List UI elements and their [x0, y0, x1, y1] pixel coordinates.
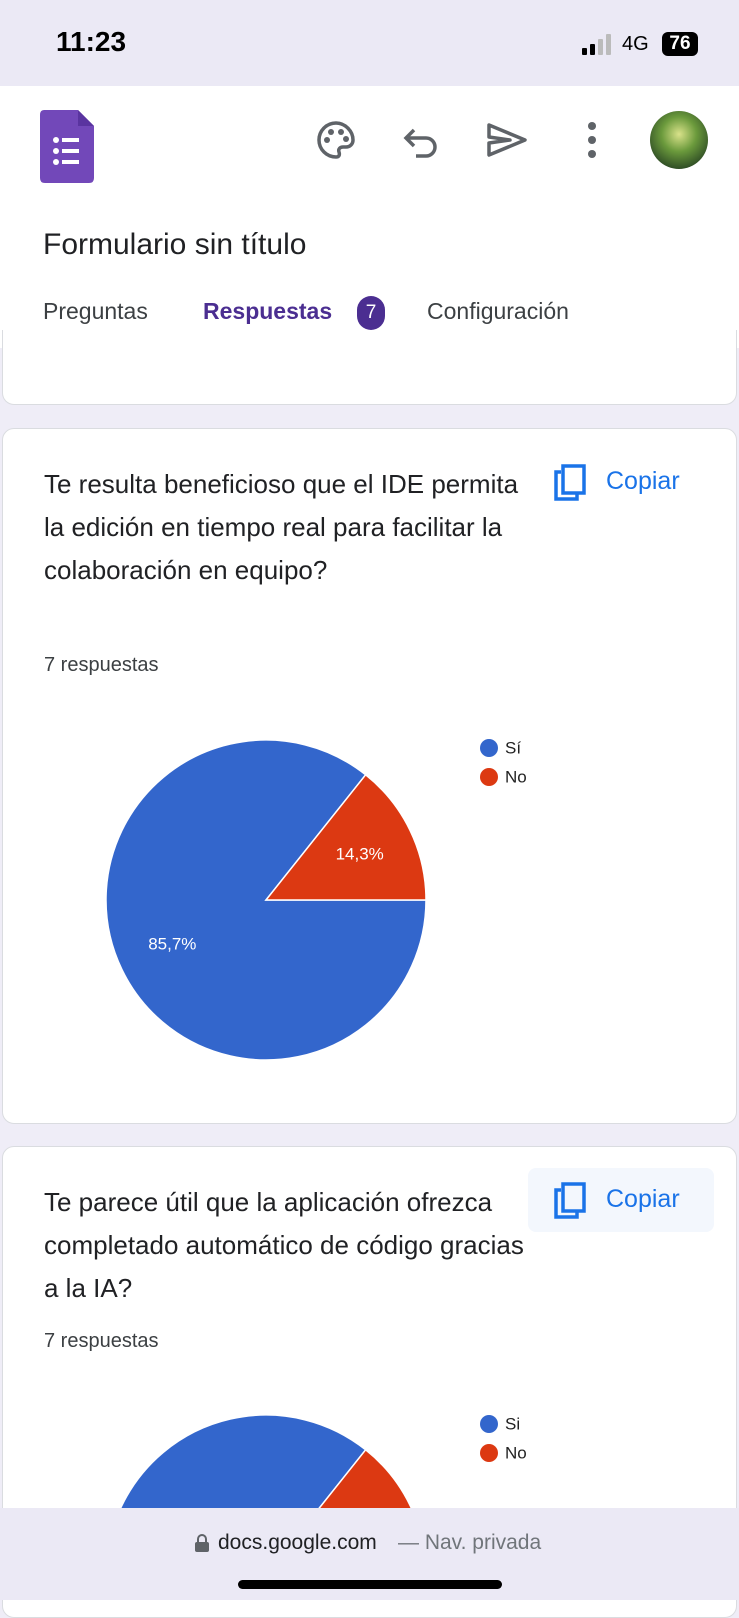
forms-logo[interactable] [40, 110, 96, 184]
copy-button[interactable]: Copiar [606, 467, 680, 495]
slice-label: 85,7% [148, 935, 196, 954]
question-text: Te parece útil que la aplicación ofrezca… [44, 1187, 524, 1303]
private-mode: — Nav. privada [398, 1531, 542, 1554]
palette-icon[interactable] [316, 120, 356, 160]
tab-preguntas[interactable]: Preguntas [43, 298, 148, 324]
copy-icon[interactable] [553, 1182, 587, 1220]
pie-chart: 85,7% 14,3% Sí No [105, 738, 527, 1061]
legend-label: Si [505, 1414, 520, 1433]
legend-swatch [480, 1415, 498, 1433]
more-icon[interactable] [580, 120, 604, 160]
legend-label: No [505, 1443, 527, 1462]
tab-configuracion[interactable]: Configuración [427, 298, 569, 324]
response-count: 7 respuestas [44, 654, 159, 676]
pie-slice [264, 773, 427, 901]
copy-button[interactable]: Copiar [606, 1185, 680, 1213]
battery: 76 [662, 32, 698, 56]
response-count: 7 respuestas [44, 1330, 159, 1352]
legend-swatch [480, 739, 498, 757]
legend-label: Sí [505, 738, 521, 757]
network-label: 4G [622, 33, 649, 55]
avatar[interactable] [649, 110, 709, 170]
send-icon[interactable] [486, 122, 528, 158]
legend-swatch [480, 768, 498, 786]
legend-label: No [505, 767, 527, 786]
copy-icon[interactable] [553, 464, 587, 502]
lock-icon [195, 1534, 209, 1552]
slice-label: 14,3% [336, 844, 384, 863]
status-bar [0, 0, 739, 86]
pie-chart: Si No [119, 1414, 527, 1508]
legend-swatch [480, 1444, 498, 1462]
previous-card [2, 330, 737, 405]
response-badge: 7 [357, 296, 385, 330]
pie-slice [119, 1414, 367, 1508]
pie-slice [318, 1448, 413, 1508]
undo-icon[interactable] [402, 122, 442, 158]
tab-respuestas[interactable]: Respuestas [203, 298, 333, 324]
home-indicator [238, 1580, 502, 1589]
question-text: Te resulta beneficioso que el IDE permit… [44, 469, 519, 585]
form-title: Formulario sin título [43, 228, 307, 261]
signal-icon [582, 34, 611, 55]
copy-button-bg[interactable] [528, 1168, 714, 1232]
clock: 11:23 [56, 26, 127, 57]
url[interactable]: docs.google.com [218, 1531, 377, 1554]
